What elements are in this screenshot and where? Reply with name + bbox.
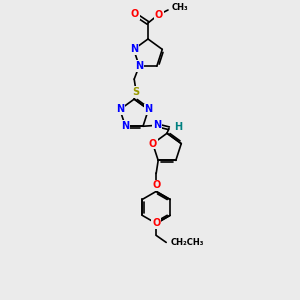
Text: O: O — [155, 10, 163, 20]
Text: S: S — [133, 87, 140, 97]
Text: N: N — [144, 104, 152, 115]
Text: CH₂CH₃: CH₂CH₃ — [170, 238, 204, 247]
Text: O: O — [152, 218, 160, 228]
Text: N: N — [135, 61, 143, 71]
Text: N: N — [116, 104, 124, 115]
Text: N: N — [130, 44, 138, 54]
Text: N: N — [121, 121, 129, 131]
Text: CH₃: CH₃ — [172, 4, 189, 13]
Text: N: N — [153, 120, 161, 130]
Text: O: O — [131, 9, 139, 19]
Text: H: H — [174, 122, 182, 132]
Text: O: O — [148, 139, 157, 148]
Text: O: O — [152, 180, 160, 190]
